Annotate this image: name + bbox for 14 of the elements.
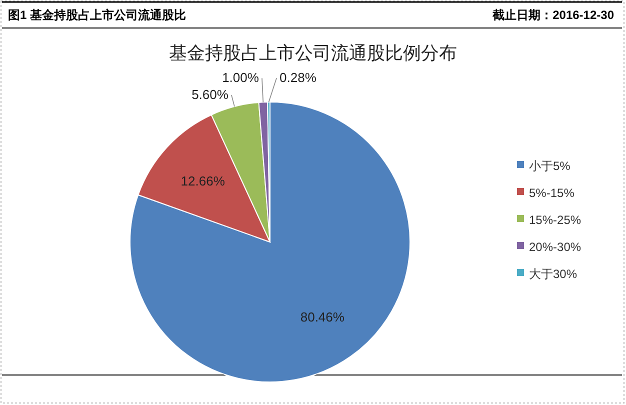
chart-title: 基金持股占上市公司流通股比例分布 (169, 43, 457, 63)
data-label: 12.66% (180, 174, 226, 189)
legend-label: 小于5% (529, 159, 571, 173)
data-label: 5.60% (192, 86, 229, 102)
data-label: 80.46% (300, 309, 345, 324)
legend-label: 大于30% (529, 267, 578, 281)
data-label: 0.28% (280, 70, 317, 86)
legend-label: 20%-30% (529, 240, 582, 254)
legend-label: 15%-25% (529, 213, 582, 227)
legend-label: 5%-15% (529, 186, 575, 200)
caption: 图1 基金持股占上市公司流通股比 (8, 8, 186, 22)
pie-slice (130, 102, 410, 382)
data-label: 1.00% (222, 70, 260, 86)
text: 截止日期：2016-12-30 (492, 8, 614, 22)
